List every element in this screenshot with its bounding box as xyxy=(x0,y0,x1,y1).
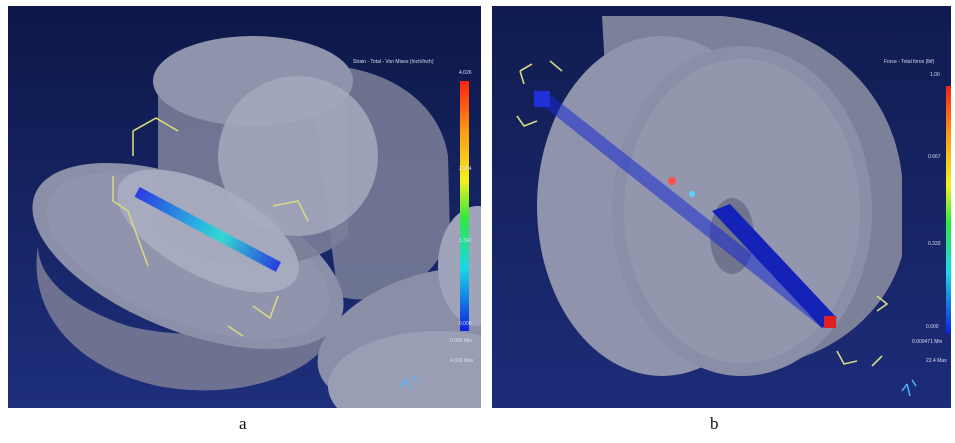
cylinder xyxy=(537,16,902,376)
legend-max-value-b: 1.00 xyxy=(930,72,940,78)
legend-value-a-2: 2.604 xyxy=(459,166,472,172)
simulation-viewport-b[interactable]: Force - Total force (lbf) 1.00 0.667 0.3… xyxy=(492,6,951,408)
figure-label-a: a xyxy=(239,414,247,433)
legend-max-value-a: 4.026 xyxy=(459,70,472,76)
legend-min-value-a: 0.000 xyxy=(459,321,472,327)
scene-b xyxy=(492,6,951,408)
rod-end-right-marker xyxy=(824,316,836,328)
legend-min-value-b: 0.000 xyxy=(926,324,939,330)
figure-label-b: b xyxy=(710,414,719,433)
simulation-viewport-a[interactable]: Strain - Total - Von Mises (Inch/Inch) 4… xyxy=(8,6,481,408)
rod-end-left xyxy=(534,91,550,107)
rod-front-segment[interactable] xyxy=(712,204,837,328)
legend-colorbar-a xyxy=(460,81,469,331)
legend-value-b-3: 0.333 xyxy=(928,241,941,247)
legend-max-label-a: 4.026 Max xyxy=(450,358,474,364)
scene-a xyxy=(8,6,481,408)
legend-min-label-a: 0.000 Min xyxy=(450,338,472,344)
disk-bottom-right xyxy=(317,206,481,408)
legend-value-a-3: 1.342 xyxy=(459,238,472,244)
bounding-box-markers-b xyxy=(516,60,889,367)
rod-back-segment xyxy=(537,96,837,328)
legend-value-b-2: 0.667 xyxy=(928,154,941,160)
legend-colorbar-b xyxy=(946,86,951,334)
bounding-box-markers xyxy=(112,117,309,337)
legend-min-label-b: 0.000471 Min xyxy=(912,339,943,345)
legend-max-label-b: 22.4 Max xyxy=(926,358,947,364)
axis-triad-a xyxy=(399,375,418,389)
legend-title-a: Strain - Total - Von Mises (Inch/Inch) xyxy=(353,59,434,65)
legend-title-b: Force - Total force (lbf) xyxy=(884,59,935,65)
stress-point xyxy=(689,191,695,197)
stress-hotspot xyxy=(668,177,676,185)
specimen-rod[interactable] xyxy=(134,187,281,272)
axis-triad-b xyxy=(901,379,917,397)
